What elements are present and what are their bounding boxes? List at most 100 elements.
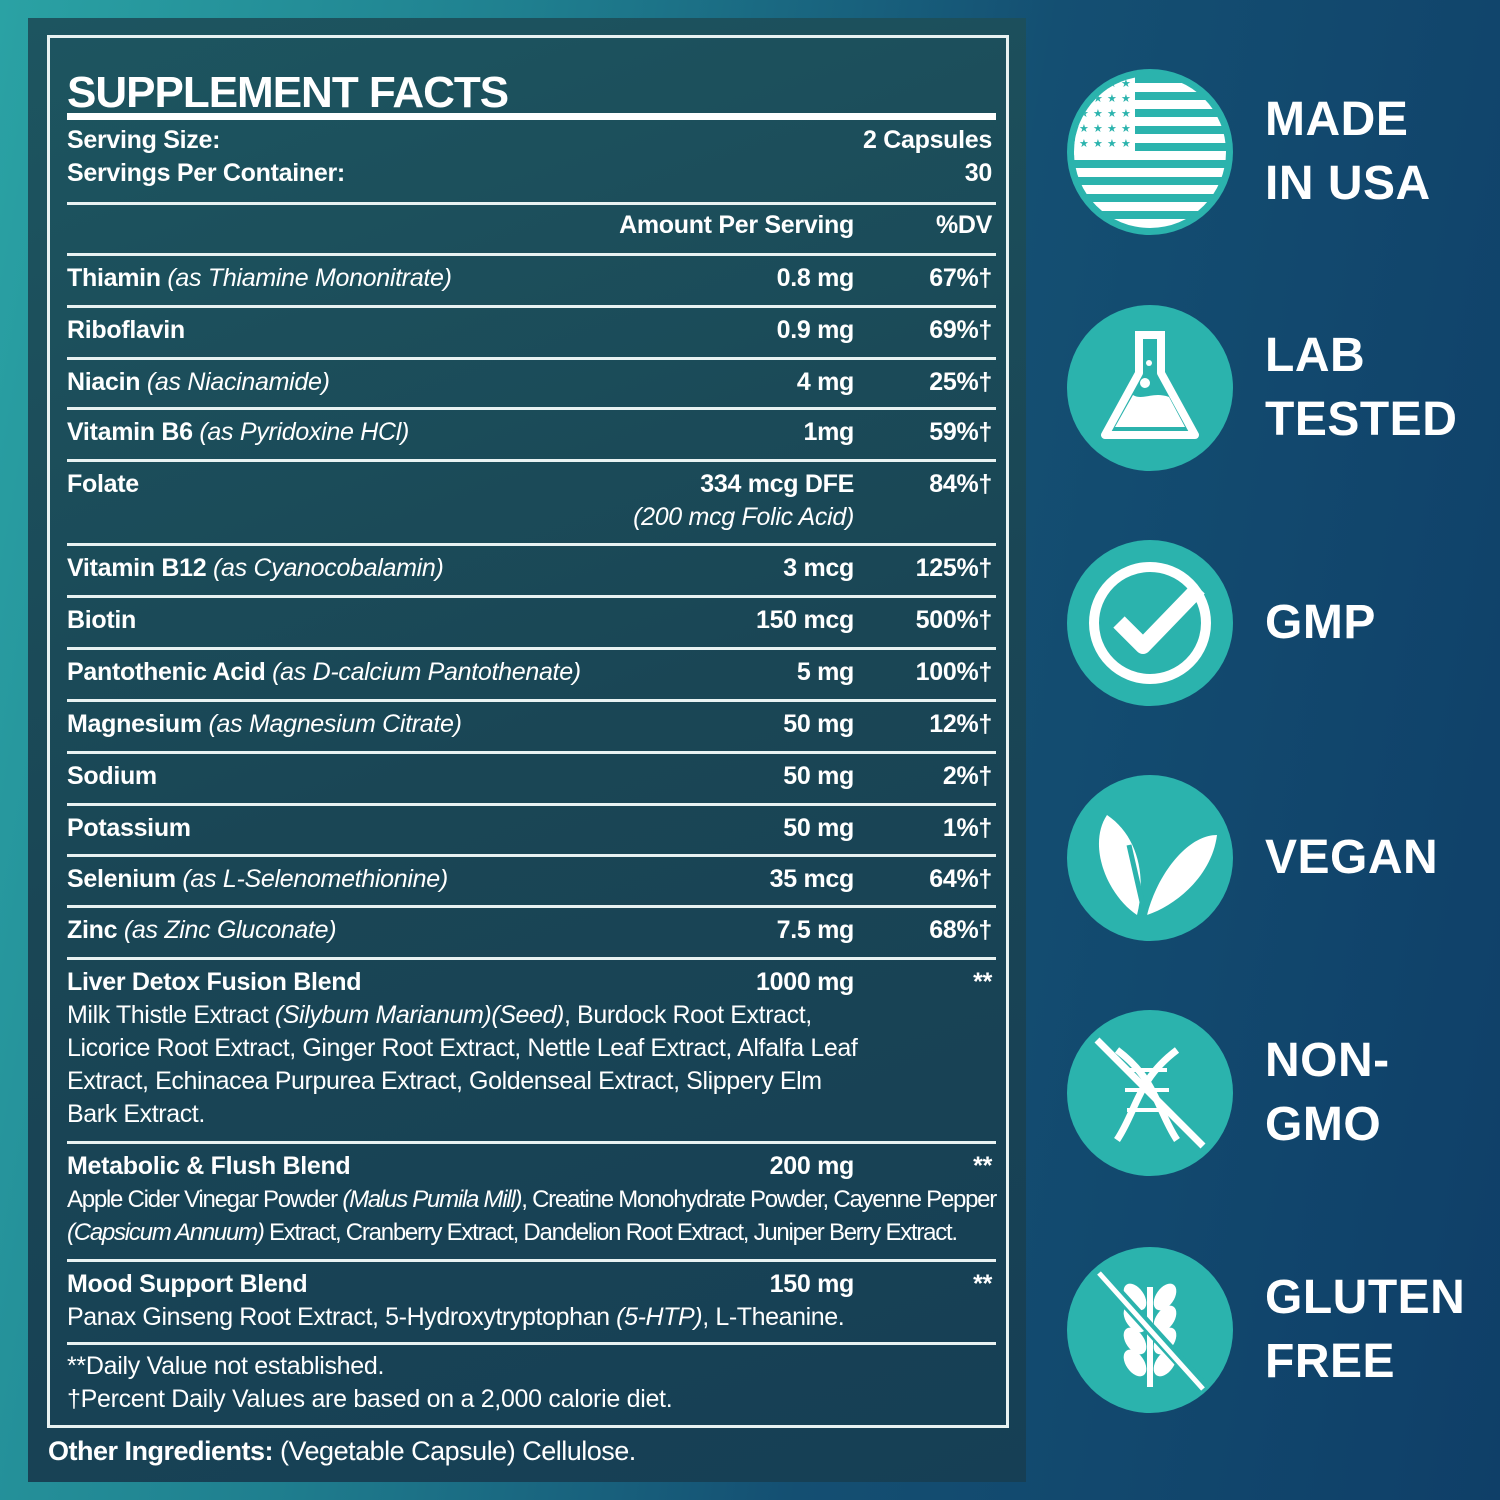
nutrient-source: (as Pyridoxine HCl)	[199, 418, 410, 446]
flask-icon	[1101, 331, 1199, 439]
blend-name: Liver Detox Fusion Blend	[67, 968, 362, 996]
svg-text:★: ★	[1107, 108, 1117, 120]
nutrient-label: Riboflavin	[67, 316, 185, 344]
nutrient-amount-note: (200 mcg Folic Acid)	[633, 503, 854, 531]
divider	[67, 803, 996, 806]
badge-label-line2: TESTED	[1265, 393, 1458, 446]
nutrient-amount: 35 mcg	[769, 865, 855, 893]
footnote-percent: †Percent Daily Values are based on a 2,0…	[67, 1385, 673, 1413]
nutrient-amount: 50 mg	[783, 814, 854, 842]
blend-ingredient-text: (Capsicum Annuum)	[67, 1219, 265, 1246]
svg-text:★: ★	[1107, 78, 1117, 90]
nutrient-source: (as Niacinamide)	[146, 368, 330, 396]
blend-ingredient-text: Panax Ginseng Root Extract, 5-Hydroxytry…	[67, 1303, 617, 1331]
dv-header: %DV	[935, 211, 992, 239]
nutrient-label: Folate	[67, 470, 139, 498]
nutrient-source: (as Thiamine Mononitrate)	[167, 264, 452, 292]
nutrient-dv: 2%†	[942, 762, 992, 790]
serving-size-label: Serving Size:	[67, 126, 221, 154]
divider	[67, 1141, 996, 1144]
check-icon	[1089, 562, 1211, 684]
svg-text:★: ★	[1107, 138, 1117, 150]
other-ingredients-label: Other Ingredients:	[48, 1436, 274, 1466]
blend-amount: 150 mg	[769, 1270, 855, 1298]
nutrient-name: Niacin (as Niacinamide)	[67, 368, 330, 397]
nutrient-name: Selenium (as L-Selenomethionine)	[67, 865, 448, 894]
divider	[67, 751, 996, 754]
blend-ingredient-text: (5-HTP)	[616, 1303, 703, 1331]
serving-size-value: 2 Capsules	[862, 126, 992, 154]
nutrient-dv: 12%†	[929, 710, 992, 738]
us-flag-badge: ★ ★ ★ ★ ★ ★ ★ ★ ★ ★ ★ ★ ★ ★ ★ ★ ★ ★ ★ ★	[1067, 69, 1233, 235]
nutrient-source: (as Cyanocobalamin)	[213, 554, 444, 582]
badge-label-line1: NON-	[1265, 1034, 1390, 1087]
divider	[67, 202, 996, 205]
nutrient-label: Zinc	[67, 916, 118, 944]
blend-ingredient-text: (Malus Pumila Mill)	[342, 1186, 522, 1213]
badge-label: MADE IN USA	[1265, 88, 1431, 216]
blend-dv: **	[973, 1270, 992, 1298]
wheat-crossed-icon	[1097, 1271, 1208, 1392]
blend-ingredient-text: Milk Thistle Extract	[67, 1001, 275, 1029]
blend-name: Mood Support Blend	[67, 1270, 308, 1298]
svg-text:★: ★	[1079, 78, 1089, 90]
nutrient-amount: 1mg	[803, 418, 854, 446]
blend-ingredients: Apple Cider Vinegar Powder (Malus Pumila…	[67, 1183, 997, 1249]
blend-name: Metabolic & Flush Blend	[67, 1152, 351, 1180]
divider	[67, 407, 996, 410]
dna-crossed-icon	[1094, 1037, 1206, 1149]
divider	[67, 253, 996, 256]
nutrient-name: Magnesium (as Magnesium Citrate)	[67, 710, 462, 739]
nutrient-name: Zinc (as Zinc Gluconate)	[67, 916, 337, 945]
divider	[67, 854, 996, 857]
nutrient-label: Pantothenic Acid	[67, 658, 266, 686]
svg-text:★: ★	[1079, 108, 1089, 120]
nutrient-amount: 50 mg	[783, 762, 854, 790]
divider	[67, 459, 996, 462]
supplement-facts-panel: SUPPLEMENT FACTS Serving Size: 2 Capsule…	[28, 18, 1026, 1482]
badge-label-line1: LAB	[1265, 329, 1366, 382]
blend-amount: 200 mg	[769, 1152, 855, 1180]
flask-badge	[1067, 305, 1233, 471]
divider	[67, 543, 996, 546]
divider	[67, 1342, 996, 1345]
nutrient-name: Vitamin B6 (as Pyridoxine HCl)	[67, 418, 409, 447]
divider	[67, 595, 996, 598]
nutrient-amount: 0.9 mg	[776, 316, 855, 344]
svg-text:★: ★	[1121, 108, 1131, 120]
other-ingredients: Other Ingredients: (Vegetable Capsule) C…	[48, 1436, 636, 1467]
nutrient-label: Magnesium	[67, 710, 202, 738]
svg-text:★: ★	[1121, 93, 1131, 105]
nutrient-dv: 125%†	[915, 554, 993, 582]
badge-label: GMP	[1265, 591, 1376, 655]
nutrient-dv: 59%†	[929, 418, 992, 446]
svg-text:★: ★	[1079, 93, 1089, 105]
divider	[67, 699, 996, 702]
blend-dv: **	[973, 968, 992, 996]
svg-text:★: ★	[1093, 138, 1103, 150]
nutrient-amount: 3 mcg	[783, 554, 854, 582]
nutrient-name: Thiamin (as Thiamine Mononitrate)	[67, 264, 452, 293]
blend-ingredients: Milk Thistle Extract (Silybum Marianum)(…	[67, 999, 867, 1131]
other-ingredients-value: (Vegetable Capsule) Cellulose.	[273, 1436, 636, 1466]
svg-text:★: ★	[1121, 78, 1131, 90]
nutrient-name: Folate	[67, 470, 139, 499]
blend-dv: **	[973, 1152, 992, 1180]
badge-label-line2: IN USA	[1265, 157, 1431, 210]
nutrient-name: Pantothenic Acid (as D-calcium Pantothen…	[67, 658, 581, 687]
badge-label-line1: MADE	[1265, 93, 1409, 146]
nutrient-label: Biotin	[67, 606, 137, 634]
badge-label-line2: GMO	[1265, 1098, 1382, 1151]
servings-value: 30	[964, 159, 993, 187]
nutrient-dv: 25%†	[929, 368, 992, 396]
divider	[67, 957, 996, 960]
us-flag-icon: ★ ★ ★ ★ ★ ★ ★ ★ ★ ★ ★ ★ ★ ★ ★ ★ ★ ★ ★ ★	[1074, 76, 1226, 228]
badge-label-line1: GLUTEN	[1265, 1271, 1466, 1324]
servings-label: Servings Per Container:	[67, 159, 345, 187]
blend-amount: 1000 mg	[756, 968, 854, 996]
blend-ingredient-text: , Creatine Monohydrate Powder, Cayenne P…	[521, 1186, 997, 1213]
blend-ingredient-text: , Burdock Root Extract, Licorice Root Ex…	[67, 1001, 858, 1128]
dna-crossed-badge	[1067, 1010, 1233, 1176]
leaf-icon	[1098, 815, 1217, 916]
svg-text:★: ★	[1093, 108, 1103, 120]
